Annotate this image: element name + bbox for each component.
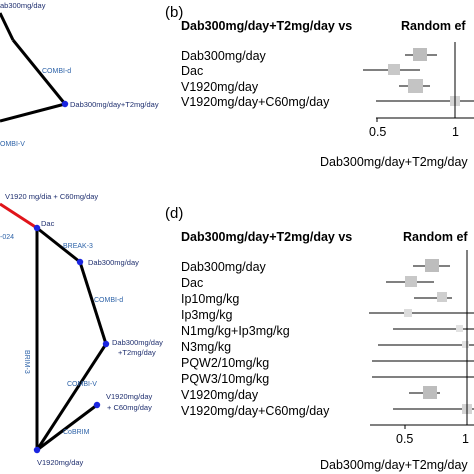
node-dab	[76, 258, 84, 266]
node-label-dac: Dac	[41, 219, 55, 228]
edge-combi-v	[35, 343, 108, 451]
row-label-9: V1920mg/day+C60mg/day	[181, 404, 330, 418]
edge-label-combi-v: OMBI-V	[0, 141, 25, 148]
point-box-2	[437, 292, 447, 302]
panel-label-d: (d)	[165, 205, 183, 222]
node-label-combo: Dab300mg/day+T2mg/day	[70, 100, 159, 109]
edge-label-combi-d: COMBI-d	[42, 68, 71, 75]
node-label-v: V1920mg/day	[37, 458, 84, 467]
forest-col-header: Random ef	[403, 230, 468, 244]
edge-top-left	[0, 12, 15, 41]
row-label-0: Dab300mg/day	[181, 49, 267, 63]
node-label-top: ab300mg/day	[0, 1, 46, 10]
edge-label-brim3: BRIM-3	[23, 350, 30, 374]
node-dac	[33, 224, 41, 232]
tick-label-1: 1	[452, 125, 459, 139]
panel-label-b: (b)	[165, 4, 183, 21]
point-box-8	[423, 386, 437, 399]
edge-label-combi-v: COMBI-V	[67, 381, 97, 388]
point-box-2	[408, 79, 423, 93]
row-label-4: N1mg/kg+Ip3mg/kg	[181, 324, 290, 338]
row-label-1: Dac	[181, 276, 203, 290]
point-box-5	[462, 341, 469, 348]
row-label-1: Dac	[181, 64, 203, 78]
node-label-vc-1: V1920mg/day	[106, 392, 153, 401]
row-label-3: Ip3mg/kg	[181, 308, 232, 322]
node-label-top: V1920 mg/dia + C60mg/day	[5, 192, 98, 201]
edge-combi-d	[78, 261, 108, 345]
point-box-3	[404, 309, 412, 317]
edge-label-o24: -024	[0, 234, 14, 241]
row-label-6: PQW2/10mg/kg	[181, 356, 269, 370]
row-label-2: Ip10mg/kg	[181, 292, 239, 306]
tick-label-1: 1	[462, 432, 469, 446]
edge-break3	[36, 226, 81, 264]
point-box-0	[413, 48, 427, 61]
point-box-1	[388, 64, 400, 75]
edge-label-combi-d: COMBI-d	[94, 297, 123, 304]
row-label-5: N3mg/kg	[181, 340, 231, 354]
forest-top: (b) Dab300mg/day+T2mg/day vs Random ef D…	[165, 4, 474, 169]
row-label-8: V1920mg/day	[181, 388, 259, 402]
forest-heading: Dab300mg/day+T2mg/day vs	[181, 19, 352, 33]
row-label-7: PQW3/10mg/kg	[181, 372, 269, 386]
network-bottom: V1920 mg/dia + C60mg/day Dac -024 BREAK-…	[0, 192, 163, 467]
forest-footer: Dab300mg/day+T2mg/day	[320, 458, 468, 472]
edge-combi-d	[11, 39, 67, 105]
node-combo	[61, 100, 69, 108]
forest-footer: Dab300mg/day+T2mg/day	[320, 155, 468, 169]
row-label-3: V1920mg/day+C60mg/day	[181, 95, 330, 109]
edge-label-break3: BREAK-3	[63, 243, 93, 250]
node-label-combo-2: +T2mg/day	[118, 348, 156, 357]
node-label-vc-2: + C60mg/day	[107, 403, 152, 412]
edge-red-o24	[0, 202, 38, 230]
forest-col-header: Random ef	[401, 19, 466, 33]
edge-cobrim	[36, 403, 98, 452]
tick-label-0-5: 0.5	[396, 432, 413, 446]
row-label-0: Dab300mg/day	[181, 260, 267, 274]
network-top: ab300mg/day COMBI-d Dab300mg/day+T2mg/da…	[0, 1, 159, 148]
node-label-combo-1: Dab300mg/day	[112, 338, 163, 347]
forest-heading: Dab300mg/day+T2mg/day vs	[181, 230, 352, 244]
point-box-0	[425, 259, 439, 272]
tick-label-0-5: 0.5	[369, 125, 386, 139]
node-v	[33, 446, 41, 454]
row-label-2: V1920mg/day	[181, 80, 259, 94]
edge-label-cobrim: CoBRIM	[63, 429, 90, 436]
node-label-dab: Dab300mg/day	[88, 258, 139, 267]
forest-bottom: (d) Dab300mg/day+T2mg/day vs Random ef D…	[165, 205, 474, 472]
node-combo	[102, 340, 110, 348]
node-vc	[93, 401, 101, 409]
point-box-1	[405, 276, 417, 287]
edge-combi-v	[0, 102, 66, 123]
point-box-4	[456, 325, 463, 332]
